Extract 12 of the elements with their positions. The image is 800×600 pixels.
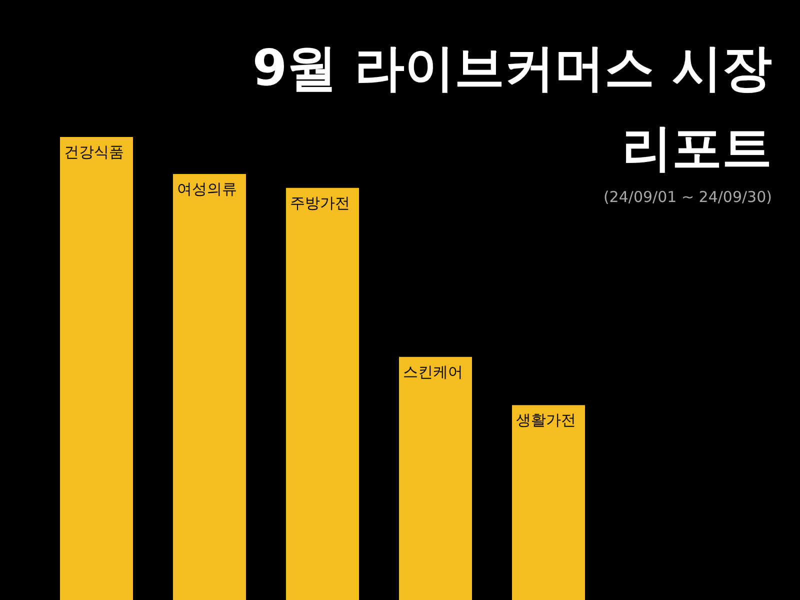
x-tick-label: 건강식품 <box>64 143 124 161</box>
bar <box>399 356 472 600</box>
chart-title: 9월 라이브커머스 시장 리포트 <box>252 38 772 179</box>
bar <box>173 174 246 600</box>
x-tick-label: 여성의류 <box>177 180 237 198</box>
x-tick-label: 생활가전 <box>516 411 576 430</box>
x-tick-label: 스킨케어 <box>403 362 463 381</box>
text: (24/09/01 ~ 24/09/30) <box>603 188 772 206</box>
x-tick-label: 주방가전 <box>290 194 350 212</box>
bar <box>60 137 133 600</box>
bar <box>512 405 585 600</box>
bar <box>286 188 359 600</box>
